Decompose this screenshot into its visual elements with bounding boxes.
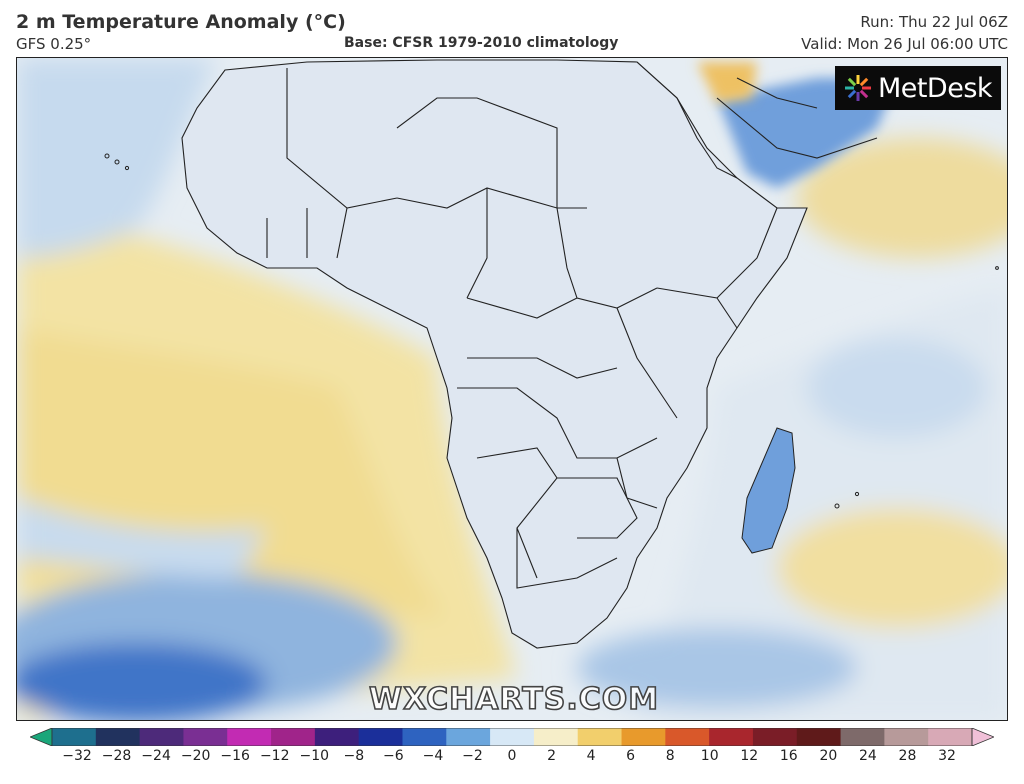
country-borders [181, 59, 878, 649]
colorbar-segment [577, 728, 623, 746]
model-label: GFS 0.25° [16, 35, 92, 53]
colorbar-tick-label: 32 [938, 748, 956, 764]
colorbar-tick-label: −20 [180, 748, 211, 764]
colorbar-tick-label: 24 [858, 748, 877, 764]
colorbar-segment [402, 728, 447, 746]
run-time-label: Run: Thu 22 Jul 06Z [860, 13, 1008, 31]
logo-text: MetDesk [877, 72, 993, 104]
colorbar-tick-label: 4 [586, 748, 596, 764]
anomaly-map: MetDesk WXCHARTS.COM [16, 57, 1008, 721]
colorbar-segment [709, 728, 754, 746]
colorbar-segment [928, 728, 973, 746]
colorbar-segment [752, 728, 798, 746]
colorbar-segment [490, 728, 535, 746]
colorbar-tick-label: −24 [141, 748, 171, 764]
metdesk-logo: MetDesk [835, 66, 1001, 110]
colorbar-segment [314, 728, 360, 746]
colorbar-tick-label: −16 [220, 748, 250, 764]
islands [104, 153, 999, 509]
colorbar [30, 728, 994, 746]
colorbar-segment [533, 728, 579, 746]
anomaly-map-canvas [17, 58, 1007, 720]
colorbar-segment [52, 728, 97, 746]
colorbar-segment [358, 728, 403, 746]
wxcharts-watermark: WXCHARTS.COM [368, 681, 660, 718]
colorbar-tick-label: 10 [700, 748, 719, 764]
colorbar-tick-label: −8 [343, 748, 365, 764]
ocean-anomaly-field [17, 58, 1007, 720]
colorbar-segment [621, 728, 666, 746]
madagascar [741, 427, 796, 554]
colorbar-segment [665, 728, 710, 746]
colorbar-min-arrow [30, 728, 53, 746]
colorbar-segment [183, 728, 228, 746]
map-title: 2 m Temperature Anomaly (°C) [16, 11, 346, 33]
colorbar-tick-label: 12 [740, 748, 759, 764]
colorbar-tick-label: −32 [62, 748, 92, 764]
colorbar-tick-label: −10 [299, 748, 330, 764]
colorbar-tick-label: −4 [422, 748, 444, 764]
sunburst-logo-icon [844, 75, 871, 101]
colorbar-segment [139, 728, 184, 746]
colorbar-tick-label: 28 [898, 748, 917, 764]
colorbar-tick-label: 2 [547, 748, 556, 764]
colorbar-segment [840, 728, 885, 746]
colorbar-segment [227, 728, 272, 746]
colorbar-max-arrow [971, 728, 994, 746]
colorbar-tick-label: −6 [383, 748, 404, 764]
colorbar-segment [95, 728, 141, 746]
colorbar-segment [271, 728, 316, 746]
colorbar-tick-label: 0 [507, 748, 517, 764]
colorbar-segment [796, 728, 842, 746]
colorbar-tick-label: 20 [819, 748, 838, 764]
colorbar-segment [884, 728, 929, 746]
colorbar-tick-label: −28 [101, 748, 132, 764]
valid-time-label: Valid: Mon 26 Jul 06:00 UTC [801, 35, 1008, 53]
colorbar-tick-label: 6 [626, 748, 636, 764]
colorbar-tick-label: −12 [259, 748, 290, 764]
colorbar-tick-label: −2 [462, 748, 483, 764]
colorbar-tick-label: 16 [779, 748, 798, 764]
colorbar-tick-label: 8 [665, 748, 675, 764]
colorbar-segment [446, 728, 491, 746]
climatology-base-label: Base: CFSR 1979-2010 climatology [344, 35, 619, 51]
